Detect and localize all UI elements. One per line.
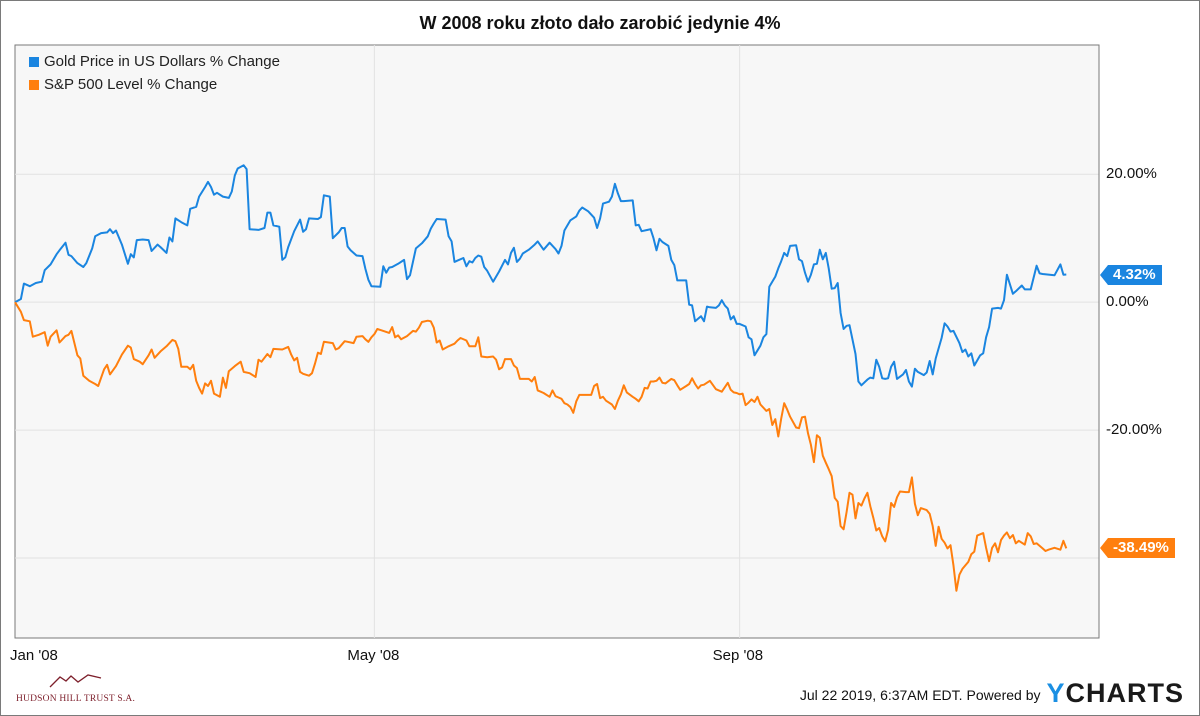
ycharts-brand-y: Y (1046, 678, 1066, 708)
legend-swatch-gold (29, 57, 39, 67)
x-tick-label: Sep '08 (712, 647, 764, 664)
gridlines (15, 45, 1099, 638)
end-label-gold: 4.32% (1100, 264, 1162, 285)
chart-title: W 2008 roku złoto dało zarobić jedynie 4… (419, 13, 781, 33)
series-layer (14, 164, 1068, 592)
footer-text: Jul 22 2019, 6:37AM EDT. Powered by (800, 686, 1041, 704)
legend-label-sp500: S&P 500 Level % Change (44, 76, 218, 93)
y-tick-label: 0.00% (1106, 293, 1149, 311)
legend-label-gold: Gold Price in US Dollars % Change (44, 53, 280, 70)
legend-swatch-sp500 (29, 80, 39, 90)
ycharts-brand-rest: CHARTS (1065, 678, 1184, 708)
ycharts-brand[interactable]: YCHARTS (1046, 678, 1184, 708)
series-line-gold[interactable] (14, 164, 1067, 388)
series-line-sp500[interactable] (14, 301, 1068, 592)
legend-item-sp500[interactable]: S&P 500 Level % Change (29, 76, 217, 94)
legend: Gold Price in US Dollars % Change S&P 50… (17, 46, 311, 102)
legend-item-gold[interactable]: Gold Price in US Dollars % Change (29, 53, 280, 71)
footer-powered-by: Powered by (966, 687, 1041, 703)
x-tick-label: May '08 (347, 647, 400, 664)
footer: Jul 22 2019, 6:37AM EDT. Powered by YCHAR… (800, 676, 1184, 708)
footer-timestamp: Jul 22 2019, 6:37AM EDT. (799, 687, 963, 703)
y-tick-label: 20.00% (1106, 165, 1157, 183)
y-tick-label: -20.00% (1106, 421, 1162, 439)
x-tick-label: Jan '08 (10, 647, 58, 664)
end-label-sp500: -38.49% (1100, 538, 1175, 559)
plot-area (14, 44, 1100, 639)
logo-text: HUDSON HILL TRUST S.A. (16, 694, 136, 704)
mountain-line-icon (49, 674, 102, 688)
